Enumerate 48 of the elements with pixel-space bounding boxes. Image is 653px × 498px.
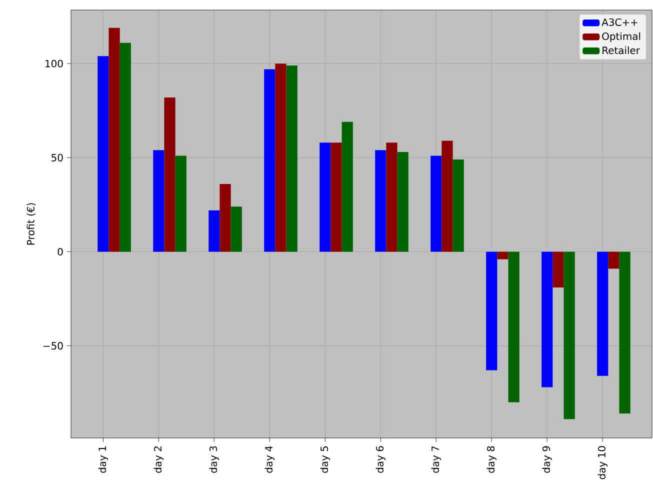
- bar: [230, 206, 242, 252]
- bar: [397, 152, 408, 252]
- bar: [486, 252, 498, 370]
- bar: [286, 65, 298, 252]
- x-tick-label: day 1: [98, 446, 108, 473]
- x-tick-label: day 6: [376, 446, 386, 473]
- y-tick-label: 0: [58, 248, 63, 256]
- x-tick-label: day 4: [264, 446, 274, 473]
- bar: [508, 252, 520, 402]
- y-axis-title: Profit (€): [26, 203, 36, 245]
- bar: [108, 28, 120, 252]
- bar: [208, 210, 220, 252]
- bar: [175, 156, 186, 252]
- bar: [564, 252, 575, 420]
- x-tick-label: day 10: [598, 446, 608, 480]
- legend-label: Optimal: [602, 32, 640, 42]
- bar: [164, 97, 176, 252]
- bar: [320, 142, 331, 252]
- bar: [220, 184, 231, 252]
- bar: [597, 252, 608, 376]
- x-tick-label: day 8: [486, 446, 496, 473]
- bar: [375, 150, 386, 252]
- bar: [452, 160, 464, 252]
- y-tick-label: 100: [46, 60, 63, 68]
- bar: [552, 252, 564, 288]
- x-tick-label: day 7: [431, 446, 441, 473]
- bar: [153, 150, 164, 252]
- bar: [275, 64, 286, 252]
- y-tick-label: −50: [44, 342, 63, 350]
- x-tick-label: day 5: [320, 446, 330, 473]
- bar: [264, 69, 276, 252]
- bar: [98, 56, 109, 252]
- x-tick-label: day 3: [209, 446, 219, 473]
- bar: [442, 140, 453, 252]
- bar: [120, 42, 131, 252]
- x-tick-label: day 9: [542, 446, 552, 473]
- bar: [497, 252, 508, 260]
- bar: [542, 252, 553, 388]
- bar: [386, 142, 398, 252]
- bar: [619, 252, 630, 414]
- bar: [430, 156, 442, 252]
- y-tick-label: 50: [52, 154, 63, 162]
- legend-label: A3C++: [602, 18, 638, 26]
- x-tick-label: day 2: [154, 446, 164, 473]
- bar: [330, 142, 342, 252]
- bar: [608, 252, 620, 269]
- legend-label: Retailer: [602, 46, 640, 54]
- bar: [342, 122, 353, 252]
